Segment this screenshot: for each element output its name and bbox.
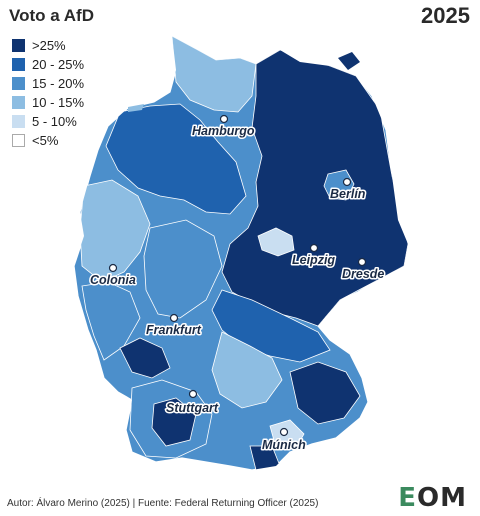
city-label: Berlín [330, 187, 366, 201]
city-dot [188, 389, 198, 399]
island [128, 104, 144, 112]
map-shape [73, 34, 409, 471]
legend-swatch [12, 96, 25, 109]
legend-swatch [12, 58, 25, 71]
region-north [171, 36, 257, 113]
city-label: Hamburgo [192, 124, 255, 138]
region-palatinate [119, 337, 171, 379]
city-marker-leipzig: Leipzig [291, 243, 337, 269]
legend-item: 15 - 20% [12, 74, 84, 93]
legend-swatch [12, 77, 25, 90]
city-label: Múnich [262, 438, 306, 452]
region-lower-saxony [105, 103, 247, 215]
island [338, 52, 360, 70]
legend-label: 10 - 15% [32, 95, 85, 110]
city-label: Colonia [90, 273, 136, 287]
city-marker-berlin: Berlín [329, 177, 367, 203]
legend-label: >25% [32, 38, 66, 53]
city-dot [279, 427, 289, 437]
legend: >25% 20 - 25% 15 - 20% 10 - 15% 5 - 10% … [12, 36, 84, 150]
city-marker-munich: Múnich [261, 427, 308, 454]
city-label: Frankfurt [146, 323, 202, 337]
city-marker-stuttgart: Stuttgart [165, 389, 220, 417]
region-bavaria-central [211, 331, 283, 409]
city-marker-frankfurt: Frankfurt [145, 313, 203, 339]
eom-logo: EOM [398, 483, 467, 513]
region-hesse [143, 219, 223, 319]
cities: Hamburgo Berlín Leipzig Dresde Colonia F… [89, 114, 386, 454]
region-berlin [323, 169, 355, 201]
region-swabia [151, 397, 197, 447]
legend-swatch [12, 134, 25, 147]
legend-item: >25% [12, 36, 84, 55]
city-marker-colonia: Colonia [89, 263, 137, 289]
legend-label: 20 - 25% [32, 57, 85, 72]
map-title: Voto a AfD [9, 6, 94, 25]
legend-item: 5 - 10% [12, 112, 84, 131]
city-label: Dresde [342, 267, 384, 281]
logo-m: M [440, 483, 467, 513]
region-east-bavaria [289, 361, 361, 425]
city-dot [357, 257, 367, 267]
city-marker-dresde: Dresde [341, 257, 386, 283]
source-credit: Autor: Álvaro Merino (2025) | Fuente: Fe… [7, 498, 319, 509]
city-label: Leipzig [292, 253, 335, 267]
city-marker-hamburgo: Hamburgo [191, 114, 256, 140]
logo-e: E [398, 483, 418, 513]
legend-label: 15 - 20% [32, 76, 85, 91]
city-label: Stuttgart [166, 401, 219, 415]
legend-item: <5% [12, 131, 84, 150]
legend-swatch [12, 115, 25, 128]
region-leipzig [257, 227, 295, 257]
year-label: 2025 [421, 3, 470, 28]
city-dot [169, 313, 179, 323]
city-dot [342, 177, 352, 187]
region-nrw [79, 179, 151, 283]
logo-o: O [417, 483, 441, 513]
city-dot [309, 243, 319, 253]
legend-swatch [12, 39, 25, 52]
legend-label: <5% [32, 133, 59, 148]
legend-item: 10 - 15% [12, 93, 84, 112]
legend-label: 5 - 10% [32, 114, 77, 129]
city-dot [108, 263, 118, 273]
legend-item: 20 - 25% [12, 55, 84, 74]
city-dot [219, 114, 229, 124]
